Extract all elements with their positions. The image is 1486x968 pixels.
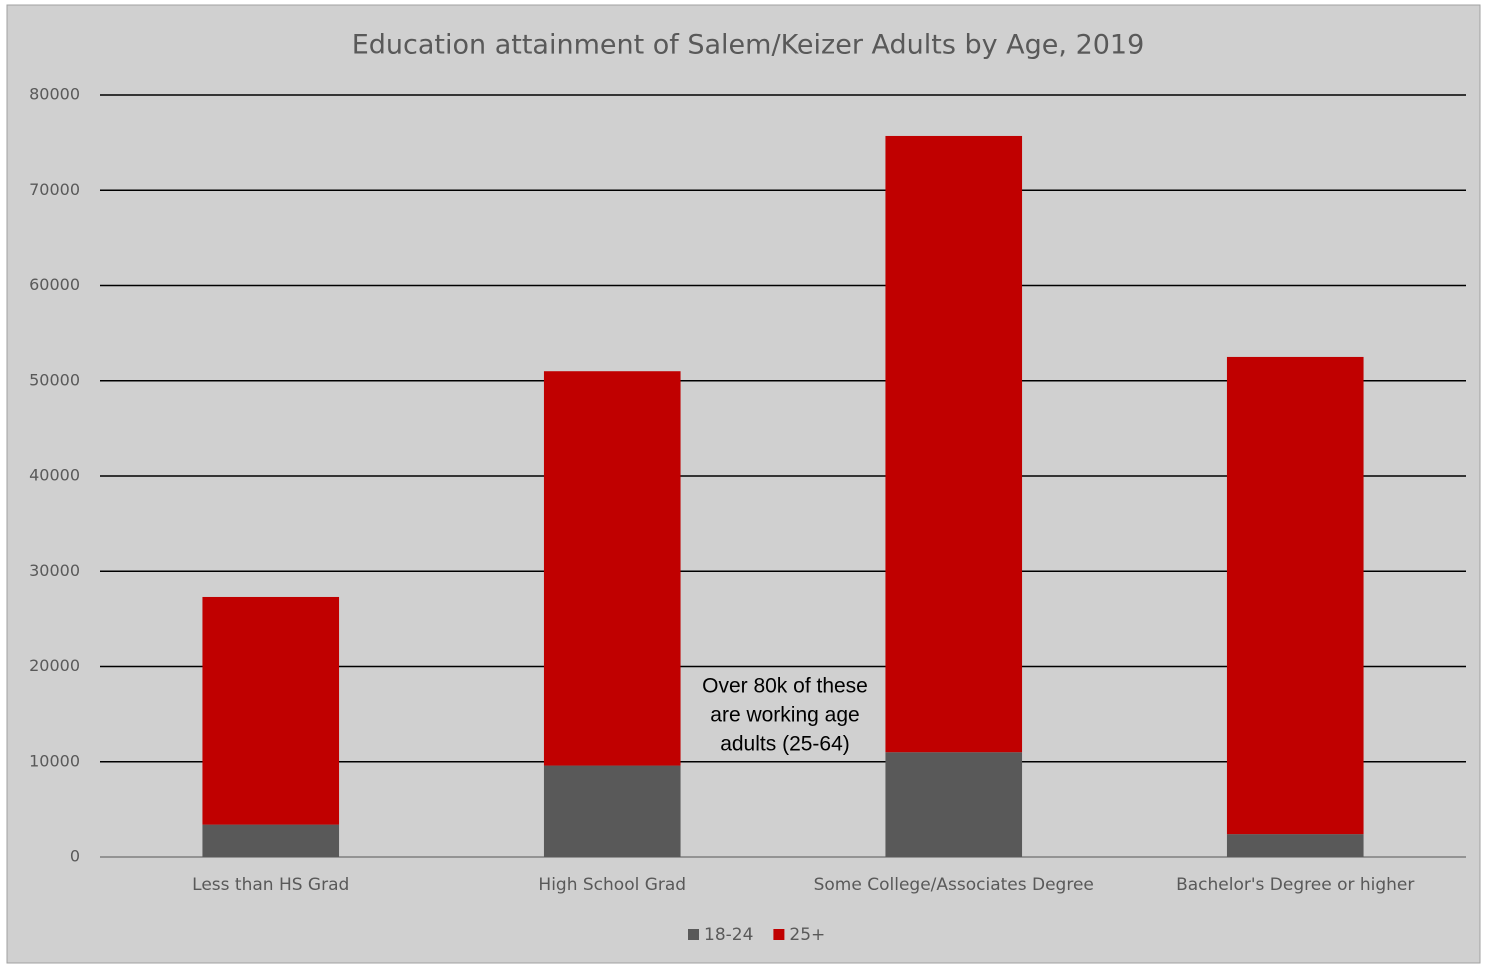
annotation: Over 80k of these <box>702 675 868 698</box>
y-tick-label: 80000 <box>29 85 80 104</box>
y-tick-label: 50000 <box>29 370 80 389</box>
annotation: are working age <box>710 704 859 727</box>
chart-title: Education attainment of Salem/Keizer Adu… <box>352 30 1145 61</box>
y-tick-label: 10000 <box>29 751 80 770</box>
bar-segment <box>1226 356 1364 835</box>
bar-segment <box>543 765 681 857</box>
y-tick-label: 0 <box>70 847 80 866</box>
annotation: adults (25-64) <box>720 733 850 756</box>
x-tick-label: Less than HS Grad <box>192 875 349 895</box>
legend-swatch <box>773 929 785 940</box>
bar-segment <box>885 752 1023 857</box>
x-tick-label: Bachelor's Degree or higher <box>1176 875 1414 895</box>
y-tick-label: 70000 <box>29 180 80 199</box>
legend-label: 18-24 <box>704 925 753 945</box>
y-tick-label: 60000 <box>29 275 80 294</box>
x-tick-label: High School Grad <box>538 875 686 895</box>
bar-segment <box>202 596 340 825</box>
x-tick-label: Some College/Associates Degree <box>814 875 1094 895</box>
legend-label: 25+ <box>789 925 825 945</box>
bar-segment <box>885 135 1023 753</box>
y-tick-label: 30000 <box>29 561 80 580</box>
bar-segment <box>543 371 681 766</box>
legend-swatch <box>688 929 699 940</box>
bar-segment <box>202 824 340 857</box>
y-tick-label: 40000 <box>29 466 80 485</box>
y-tick-label: 20000 <box>29 656 80 675</box>
bar-segment <box>1226 834 1364 857</box>
